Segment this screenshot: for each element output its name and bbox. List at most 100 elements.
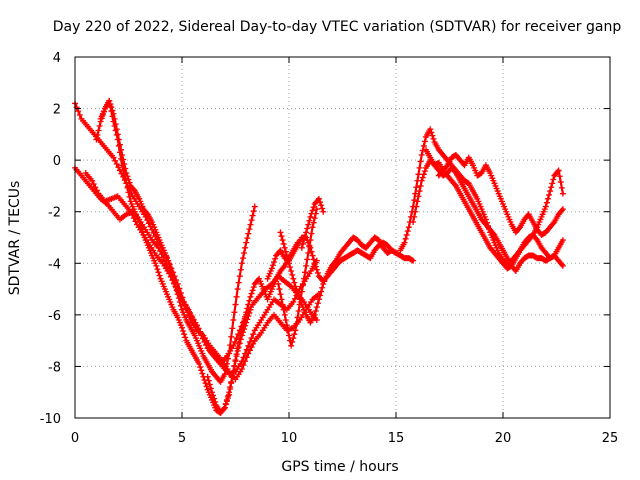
data-point-marker (290, 298, 297, 305)
data-point-marker (114, 136, 121, 143)
data-point-marker (558, 261, 565, 268)
data-point-marker (289, 271, 296, 278)
data-point-marker (222, 401, 229, 408)
data-point-marker (305, 221, 312, 228)
data-point-marker (171, 279, 178, 286)
data-point-marker (309, 252, 316, 259)
data-point-marker (297, 295, 304, 302)
data-point-marker (268, 265, 275, 272)
data-point-marker (156, 272, 163, 279)
data-point-marker (300, 237, 307, 244)
data-point-marker (533, 235, 540, 242)
y-axis-title: SDTVAR / TECUs (7, 181, 23, 296)
data-point-marker (223, 398, 230, 405)
data-point-marker (278, 233, 285, 240)
data-point-marker (185, 306, 192, 313)
data-point-marker (113, 132, 120, 139)
data-point-marker (283, 322, 290, 329)
data-point-marker (277, 291, 284, 298)
data-point-marker (308, 230, 315, 237)
axis-ticks: 0 5 10 15 20 25 -10 -8 -6 -4 -2 0 2 4 (40, 51, 619, 446)
data-point-marker (288, 342, 295, 349)
data-point-marker (248, 344, 255, 351)
data-point-marker (123, 180, 130, 187)
data-point-marker (242, 358, 249, 365)
data-point-marker (313, 266, 320, 273)
data-point-marker (172, 283, 179, 290)
data-point-marker (247, 306, 254, 313)
data-point-marker (544, 195, 551, 202)
data-point-marker (554, 168, 561, 175)
data-point-marker (308, 210, 315, 217)
data-point-marker (558, 184, 565, 191)
data-point-marker (315, 195, 322, 202)
data-point-marker (143, 210, 150, 217)
series-line (437, 153, 564, 236)
data-point-marker (291, 279, 298, 286)
data-point-marker (272, 255, 279, 262)
y-tick-label: -2 (48, 206, 61, 221)
data-point-marker (231, 362, 238, 369)
data-point-marker (443, 163, 450, 170)
data-point-marker (305, 249, 312, 256)
data-point-marker (125, 189, 132, 196)
data-point-marker (235, 279, 242, 286)
data-point-marker (418, 151, 425, 158)
data-point-marker (269, 262, 276, 269)
data-point-marker (245, 342, 252, 349)
series-layer (72, 97, 566, 416)
data-point-marker (245, 230, 252, 237)
data-point-marker (115, 142, 122, 149)
data-point-marker (314, 269, 321, 276)
data-point-marker (401, 239, 408, 246)
data-point-marker (97, 118, 104, 125)
data-point-marker (206, 381, 213, 388)
data-point-marker (188, 313, 195, 320)
data-point-marker (225, 395, 232, 402)
data-point-marker (112, 157, 119, 164)
data-point-marker (231, 309, 238, 316)
data-point-marker (228, 380, 235, 387)
data-point-marker (427, 126, 434, 133)
data-point-marker (550, 176, 557, 183)
series-pass-14 (435, 151, 566, 238)
series-pass-6 (204, 239, 301, 416)
data-point-marker (233, 293, 240, 300)
data-point-marker (412, 208, 419, 215)
data-point-marker (271, 258, 278, 265)
data-point-marker (309, 224, 316, 231)
data-point-marker (303, 262, 310, 269)
data-point-marker (233, 335, 240, 342)
series-pass-4 (97, 97, 258, 385)
data-point-marker (311, 260, 318, 267)
data-point-marker (177, 302, 184, 309)
data-point-marker (559, 206, 566, 213)
chart-title: Day 220 of 2022, Sidereal Day-to-day VTE… (53, 19, 622, 35)
data-point-marker (416, 164, 423, 171)
data-point-marker (124, 184, 131, 191)
data-point-marker (275, 280, 282, 287)
data-point-marker (110, 118, 117, 125)
data-point-marker (294, 314, 301, 321)
y-tick-label: -4 (48, 257, 61, 272)
data-point-marker (287, 264, 294, 271)
data-point-marker (242, 244, 249, 251)
data-point-marker (139, 228, 146, 235)
data-point-marker (232, 356, 239, 363)
data-point-marker (203, 383, 210, 390)
data-point-marker (549, 180, 556, 187)
data-point-marker (182, 334, 189, 341)
data-point-marker (76, 112, 83, 119)
data-point-marker (197, 364, 204, 371)
data-point-marker (417, 182, 424, 189)
series-pass-13 (422, 146, 566, 275)
data-point-marker (211, 395, 218, 402)
data-point-marker (232, 301, 239, 308)
data-point-marker (234, 345, 241, 352)
data-point-marker (136, 219, 143, 226)
data-point-marker (109, 113, 116, 120)
data-point-marker (240, 362, 247, 369)
data-point-marker (166, 260, 173, 267)
data-point-marker (546, 191, 553, 198)
data-point-marker (108, 108, 115, 115)
